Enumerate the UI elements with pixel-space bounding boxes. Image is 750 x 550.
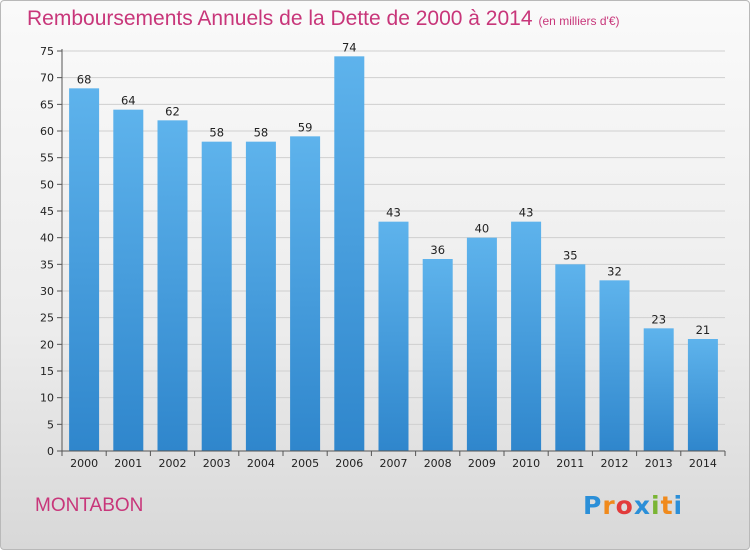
bar-2003 — [201, 141, 232, 451]
y-tick-label: 45 — [40, 205, 54, 218]
y-tick-label: 10 — [40, 392, 54, 405]
x-tick-label-2006: 2006 — [335, 457, 363, 470]
x-tick-label-2013: 2013 — [645, 457, 673, 470]
bar-2010 — [511, 221, 542, 451]
proxiti-logo: Proxiti — [583, 491, 684, 520]
bar-2011 — [555, 264, 586, 451]
data-label-2014: 21 — [696, 323, 711, 337]
y-tick-label: 50 — [40, 178, 54, 191]
bar-2012 — [599, 280, 630, 451]
y-tick-label: 0 — [47, 445, 54, 458]
bar-2007 — [378, 221, 409, 451]
data-label-2003: 58 — [209, 126, 224, 140]
bar-2000 — [69, 88, 100, 451]
data-label-2000: 68 — [77, 72, 92, 86]
y-tick-label: 55 — [40, 152, 54, 165]
data-label-2009: 40 — [475, 222, 490, 236]
data-label-2010: 43 — [519, 206, 534, 220]
data-label-2002: 62 — [165, 104, 180, 118]
data-label-2004: 58 — [254, 126, 269, 140]
chart-title: Remboursements Annuels de la Dette de 20… — [27, 7, 620, 31]
y-tick-label: 65 — [40, 98, 54, 111]
y-tick-label: 35 — [40, 258, 54, 271]
axes: 0 5 10 15 20 25 30 35 40 45 50 55 60 65 70 75 2000 2001 20… — [40, 45, 726, 470]
bar-2006 — [334, 56, 365, 451]
title-text: Remboursements Annuels de la Dette de 20… — [27, 7, 533, 30]
data-label-2008: 36 — [430, 243, 445, 257]
y-tick-label: 20 — [40, 338, 54, 351]
data-label-2012: 32 — [607, 264, 622, 278]
x-tick-label-2009: 2009 — [468, 457, 496, 470]
x-tick-label-2011: 2011 — [556, 457, 584, 470]
bars: 68 64 62 58 58 59 74 43 36 40 43 35 32 23 21 — [69, 40, 718, 452]
x-tick-label-2007: 2007 — [380, 457, 408, 470]
y-tick-label: 75 — [40, 45, 54, 58]
x-tick-label-2014: 2014 — [689, 457, 717, 470]
x-tick-label-2001: 2001 — [114, 457, 142, 470]
x-tick-label-2000: 2000 — [70, 457, 98, 470]
bar-2008 — [422, 259, 453, 451]
bar-2013 — [643, 328, 674, 451]
y-tick-label: 70 — [40, 72, 54, 85]
bar-2009 — [466, 237, 497, 451]
data-label-2013: 23 — [651, 312, 666, 326]
y-tick-label: 30 — [40, 285, 54, 298]
data-label-2011: 35 — [563, 248, 578, 262]
bar-2001 — [113, 109, 144, 452]
x-tick-label-2003: 2003 — [203, 457, 231, 470]
y-tick-label: 40 — [40, 232, 54, 245]
y-tick-label: 15 — [40, 365, 54, 378]
city-name: MONTABON — [35, 495, 144, 516]
bar-2002 — [157, 120, 188, 451]
unit-subtitle: (en milliers d'€) — [538, 14, 620, 28]
bar-2005 — [290, 136, 321, 452]
data-label-2006: 74 — [342, 40, 357, 54]
x-tick-label-2005: 2005 — [291, 457, 319, 470]
data-label-2007: 43 — [386, 206, 401, 220]
y-tick-label: 25 — [40, 312, 54, 325]
y-tick-label: 5 — [47, 418, 54, 431]
bar-2014 — [687, 339, 718, 451]
x-tick-label-2012: 2012 — [601, 457, 629, 470]
y-tick-label: 60 — [40, 125, 54, 138]
x-tick-label-2010: 2010 — [512, 457, 540, 470]
x-tick-label-2002: 2002 — [159, 457, 187, 470]
data-label-2001: 64 — [121, 94, 136, 108]
bar-2004 — [245, 141, 276, 451]
data-label-2005: 59 — [298, 120, 313, 134]
x-tick-label-2004: 2004 — [247, 457, 275, 470]
x-tick-label-2008: 2008 — [424, 457, 452, 470]
